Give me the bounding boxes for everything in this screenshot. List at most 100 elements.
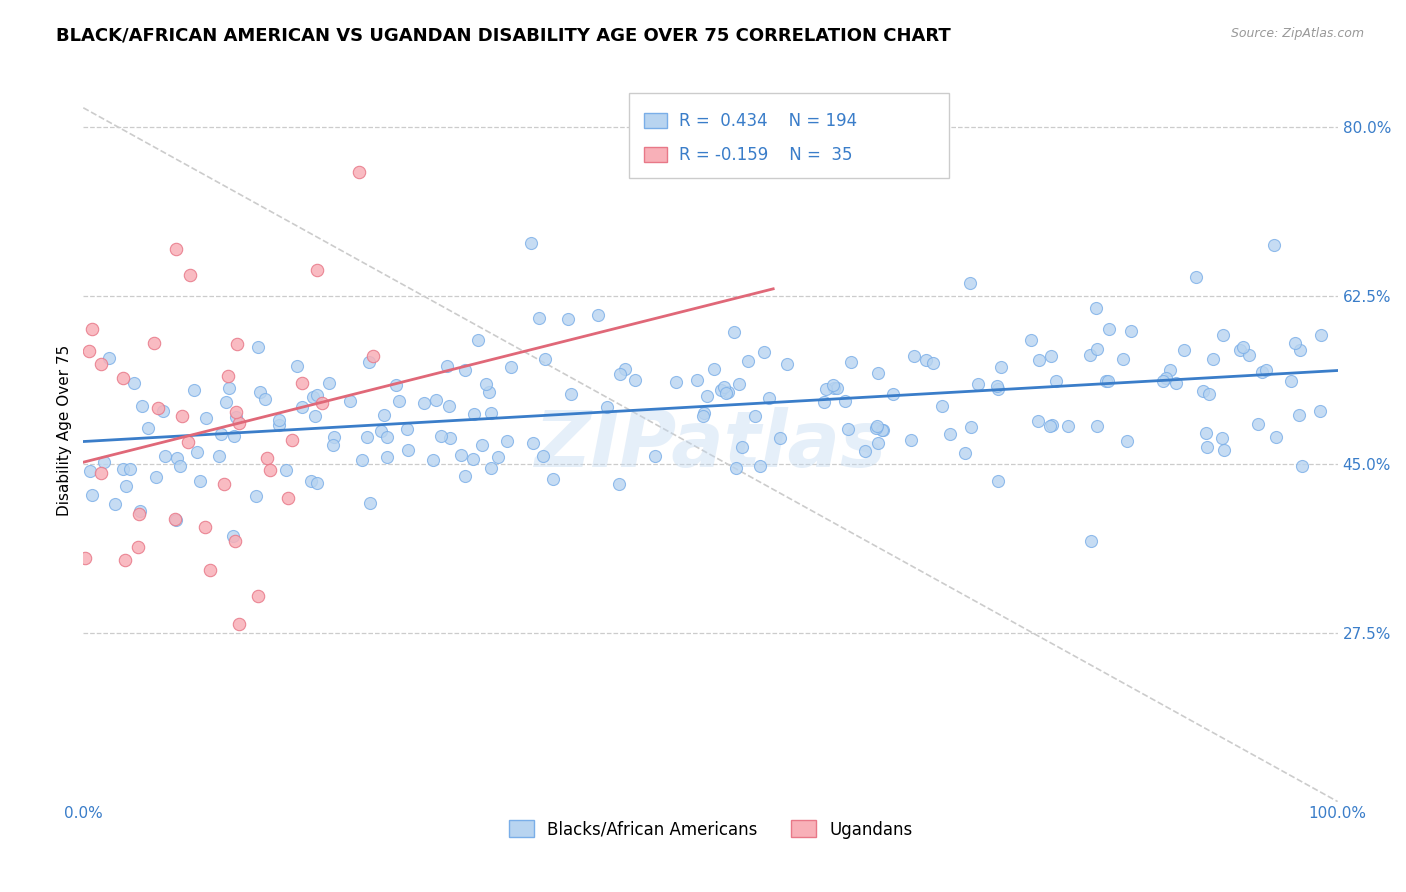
Text: R =  0.434    N = 194: R = 0.434 N = 194 [679,112,858,129]
Point [212,476,235,491]
Point [436,359,458,373]
Point [1152,374,1174,388]
Point [586,308,609,322]
Point [1039,349,1062,363]
Point [350,453,373,467]
Point [359,496,381,510]
Point [93,455,115,469]
Point [609,367,631,381]
Point [437,399,460,413]
Point [322,430,344,444]
Point [347,165,370,179]
Point [152,404,174,418]
Point [882,386,904,401]
Point [77,343,100,358]
Point [1173,343,1195,358]
Point [1097,374,1119,388]
Bar [644,113,666,128]
Point [425,392,447,407]
Point [463,407,485,421]
Point [696,389,718,403]
Point [80,321,103,335]
Point [169,458,191,473]
Point [717,385,740,400]
Point [1212,327,1234,342]
Point [953,446,976,460]
Point [247,589,270,603]
Point [1197,440,1219,454]
Point [217,368,239,383]
Point [960,420,983,434]
Point [356,430,378,444]
Point [776,357,799,371]
Point [1119,324,1142,338]
Legend: Blacks/African Americans, Ugandans: Blacks/African Americans, Ugandans [502,814,920,846]
Point [179,268,201,282]
Point [728,376,751,391]
Point [1264,430,1286,444]
Point [533,351,555,366]
Point [373,409,395,423]
Point [176,434,198,449]
Point [307,476,329,491]
Point [90,357,112,371]
Point [1019,334,1042,348]
Point [990,359,1012,374]
Point [153,450,176,464]
Point [131,399,153,413]
Point [1039,419,1062,434]
Point [1288,408,1310,422]
Point [1080,533,1102,548]
Point [361,349,384,363]
Point [959,276,981,290]
Point [900,433,922,447]
Point [479,461,502,475]
Point [471,438,494,452]
Point [467,333,489,347]
Point [395,422,418,436]
Point [557,311,579,326]
Point [922,356,945,370]
Point [1247,417,1270,431]
Point [375,430,398,444]
Point [903,349,925,363]
Point [1211,431,1233,445]
Point [359,355,381,369]
Point [1116,434,1139,448]
Point [104,497,127,511]
Point [758,391,780,405]
Point [1159,363,1181,377]
Point [299,474,322,488]
Point [214,395,236,409]
Point [98,351,121,365]
Point [385,378,408,392]
Point [1028,353,1050,368]
Point [127,541,149,555]
Bar [644,147,666,162]
Point [375,450,398,464]
Point [839,354,862,368]
Point [245,489,267,503]
Point [79,465,101,479]
Point [703,362,725,376]
Point [1085,419,1108,434]
Point [422,453,444,467]
Point [692,409,714,423]
Point [188,474,211,488]
Point [529,311,551,326]
Point [1078,348,1101,362]
Point [624,373,647,387]
Point [412,396,434,410]
Point [724,460,747,475]
Point [454,469,477,483]
Point [311,396,333,410]
Point [388,393,411,408]
Point [1263,237,1285,252]
Point [339,393,361,408]
Point [686,373,709,387]
Point [870,423,893,437]
Point [115,479,138,493]
Point [479,406,502,420]
Point [1192,384,1215,398]
Point [834,393,856,408]
